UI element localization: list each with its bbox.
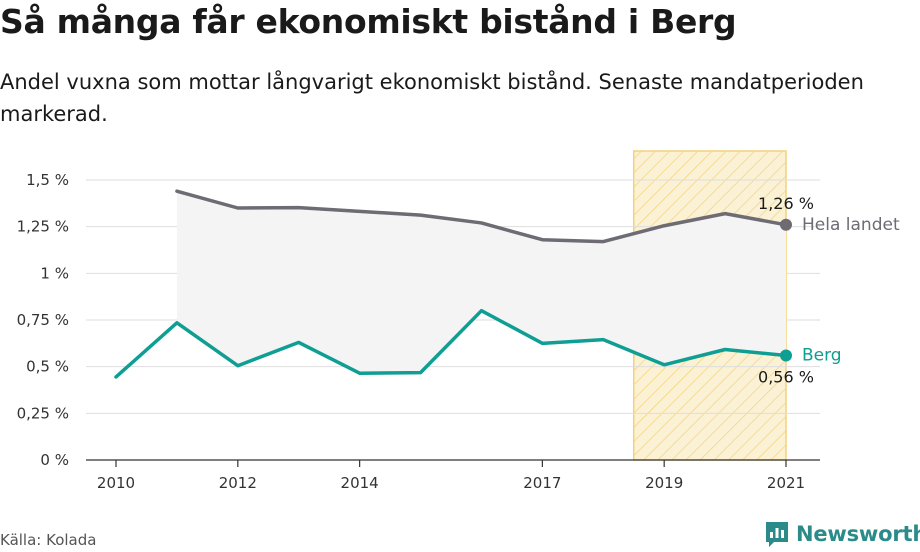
y-tick-label: 0,25 %: [17, 404, 69, 422]
x-tick-label: 2019: [645, 474, 683, 492]
x-tick-label: 2010: [97, 474, 135, 492]
series-end-point-0: [780, 218, 792, 231]
y-tick-label: 0,5 %: [26, 358, 69, 376]
x-tick-label: 2014: [341, 474, 379, 492]
newsworthy-logo-icon: [766, 522, 788, 547]
x-tick-label: 2021: [767, 474, 805, 492]
y-tick-label: 1,25 %: [17, 218, 69, 236]
y-tick-label: 0 %: [40, 451, 69, 469]
series-gap-band: [176, 191, 787, 374]
y-tick-label: 0,75 %: [17, 311, 69, 329]
page-title: Så många får ekonomiskt bistånd i Berg: [0, 2, 737, 41]
series-line-0: [175, 189, 788, 244]
brand-name: Newsworthy: [796, 522, 920, 546]
y-tick-label: 1 %: [40, 264, 69, 282]
series-end-point-1: [780, 349, 792, 362]
series-line-1: [114, 308, 788, 379]
chart-subtitle: Andel vuxna som mottar långvarigt ekonom…: [0, 70, 864, 126]
series-value-label-0: 1,26 %: [758, 194, 814, 213]
brand-logo: Newsworthy: [764, 520, 920, 548]
series-name-label-0: Hela landet: [802, 215, 900, 235]
x-tick-label: 2012: [219, 474, 257, 492]
series-name-label-1: Berg: [802, 345, 842, 365]
source-note: Källa: Kolada: [0, 531, 97, 549]
y-tick-label: 1,5 %: [26, 171, 69, 189]
series-value-label-1: 0,56 %: [758, 367, 814, 386]
x-tick-label: 2017: [523, 474, 561, 492]
